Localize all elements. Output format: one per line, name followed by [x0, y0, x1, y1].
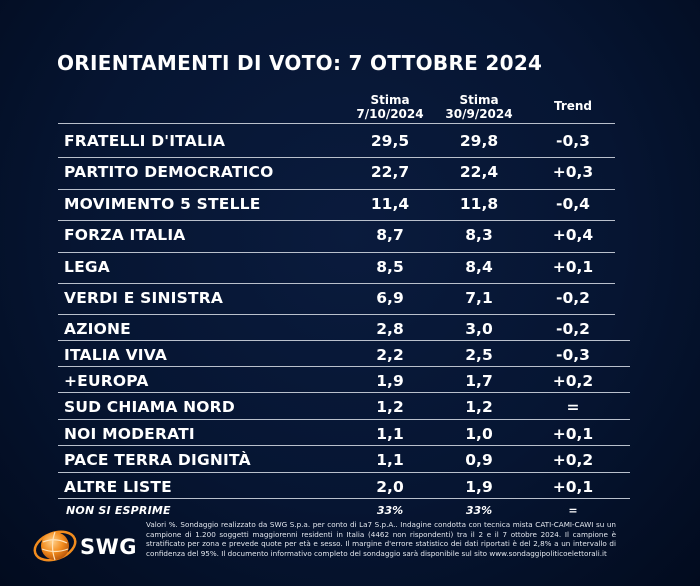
current-value: 1,1 — [376, 451, 404, 469]
current-value: 1,2 — [376, 398, 404, 416]
table-row: AZIONE 2,8 3,0 -0,2 — [58, 316, 630, 344]
column-header-current-line2: 7/10/2024 — [356, 107, 424, 121]
current-value: 22,7 — [370, 163, 410, 181]
current-value: 6,9 — [376, 289, 404, 307]
table-row: SUD CHIAMA NORD 1,2 1,2 = — [58, 394, 630, 422]
column-header-current: Stima 7/10/2024 — [355, 93, 425, 121]
previous-value: 29,8 — [459, 132, 499, 150]
trend-value: +0,1 — [552, 425, 594, 443]
table-row: FRATELLI D'ITALIA 29,5 29,8 -0,3 — [58, 128, 615, 156]
trend-value: +0,1 — [552, 478, 594, 496]
previous-value: 8,3 — [465, 226, 493, 244]
current-value: 11,4 — [370, 195, 410, 213]
row-separator — [58, 220, 615, 221]
column-header-trend: Trend — [538, 99, 608, 113]
current-value: 1,9 — [376, 372, 404, 390]
current-value: 33% — [376, 504, 404, 517]
previous-value: 1,7 — [465, 372, 493, 390]
party-name: VERDI E SINISTRA — [64, 289, 224, 307]
trend-value: +0,1 — [552, 258, 594, 276]
previous-value: 22,4 — [459, 163, 499, 181]
column-header-trend-label: Trend — [553, 99, 593, 113]
party-name: FORZA ITALIA — [64, 226, 186, 244]
current-value: 8,7 — [376, 226, 404, 244]
party-name: AZIONE — [64, 320, 131, 338]
party-name: ITALIA VIVA — [64, 346, 168, 364]
previous-value: 2,5 — [465, 346, 493, 364]
column-header-previous-line2: 30/9/2024 — [445, 107, 513, 121]
table-row: +EUROPA 1,9 1,7 +0,2 — [58, 368, 630, 396]
table-row: NOI MODERATI 1,1 1,0 +0,1 — [58, 421, 630, 449]
party-name: LEGA — [64, 258, 110, 276]
current-value: 1,1 — [376, 425, 404, 443]
table-row: FORZA ITALIA 8,7 8,3 +0,4 — [58, 222, 615, 250]
table-row: PARTITO DEMOCRATICO 22,7 22,4 +0,3 — [58, 159, 615, 187]
previous-value: 3,0 — [465, 320, 493, 338]
trend-value: -0,2 — [556, 289, 590, 307]
trend-value: +0,2 — [552, 451, 594, 469]
previous-value: 0,9 — [465, 451, 493, 469]
methodology-footnote: Valori %. Sondaggio realizzato da SWG S.… — [146, 520, 616, 558]
previous-value: 11,8 — [459, 195, 499, 213]
swg-logo-text: SWG — [80, 535, 138, 559]
table-row: ITALIA VIVA 2,2 2,5 -0,3 — [58, 342, 630, 370]
party-name: SUD CHIAMA NORD — [64, 398, 235, 416]
row-separator — [58, 392, 630, 393]
table-row: LEGA 8,5 8,4 +0,1 — [58, 254, 615, 282]
row-separator — [58, 283, 615, 284]
previous-value: 8,4 — [465, 258, 493, 276]
chart-title: ORIENTAMENTI DI VOTO: 7 OTTOBRE 2024 — [57, 51, 543, 75]
current-value: 8,5 — [376, 258, 404, 276]
header-separator — [58, 123, 615, 124]
previous-value: 1,2 — [465, 398, 493, 416]
column-header-previous-line1: Stima — [459, 93, 499, 107]
trend-value: +0,4 — [552, 226, 594, 244]
party-name: NON SI ESPRIME — [66, 504, 171, 517]
current-value: 2,0 — [376, 478, 404, 496]
trend-value: = — [566, 398, 580, 416]
party-name: MOVIMENTO 5 STELLE — [64, 195, 261, 213]
party-name: PARTITO DEMOCRATICO — [64, 163, 274, 181]
column-header-current-line1: Stima — [370, 93, 410, 107]
party-name: +EUROPA — [64, 372, 149, 390]
previous-value: 1,9 — [465, 478, 493, 496]
previous-value: 7,1 — [465, 289, 493, 307]
party-name: NOI MODERATI — [64, 425, 195, 443]
column-header-previous: Stima 30/9/2024 — [441, 93, 517, 121]
table-row: ALTRE LISTE 2,0 1,9 +0,1 — [58, 474, 630, 502]
table-row: PACE TERRA DIGNITÀ 1,1 0,9 +0,2 — [58, 447, 630, 475]
row-separator — [58, 419, 630, 420]
row-separator — [58, 189, 615, 190]
row-separator — [58, 445, 630, 446]
trend-value: -0,3 — [556, 346, 590, 364]
table-row: VERDI E SINISTRA 6,9 7,1 -0,2 — [58, 285, 615, 313]
party-name: PACE TERRA DIGNITÀ — [64, 451, 251, 469]
row-separator — [58, 157, 615, 158]
row-separator — [58, 472, 630, 473]
current-value: 2,8 — [376, 320, 404, 338]
trend-value: = — [568, 504, 578, 517]
abstain-row: NON SI ESPRIME 33% 33% = — [58, 498, 630, 526]
trend-value: -0,4 — [556, 195, 590, 213]
row-separator — [58, 340, 630, 341]
trend-value: -0,2 — [556, 320, 590, 338]
row-separator — [58, 366, 630, 367]
previous-value: 1,0 — [465, 425, 493, 443]
current-value: 29,5 — [370, 132, 410, 150]
row-separator — [58, 252, 615, 253]
party-name: FRATELLI D'ITALIA — [64, 132, 226, 150]
row-separator — [58, 498, 630, 499]
table-row: MOVIMENTO 5 STELLE 11,4 11,8 -0,4 — [58, 191, 615, 219]
row-separator — [58, 314, 615, 315]
party-name: ALTRE LISTE — [64, 478, 172, 496]
swg-globe-icon — [33, 530, 77, 562]
trend-value: -0,3 — [556, 132, 590, 150]
previous-value: 33% — [465, 504, 493, 517]
trend-value: +0,2 — [552, 372, 594, 390]
current-value: 2,2 — [376, 346, 404, 364]
trend-value: +0,3 — [552, 163, 594, 181]
